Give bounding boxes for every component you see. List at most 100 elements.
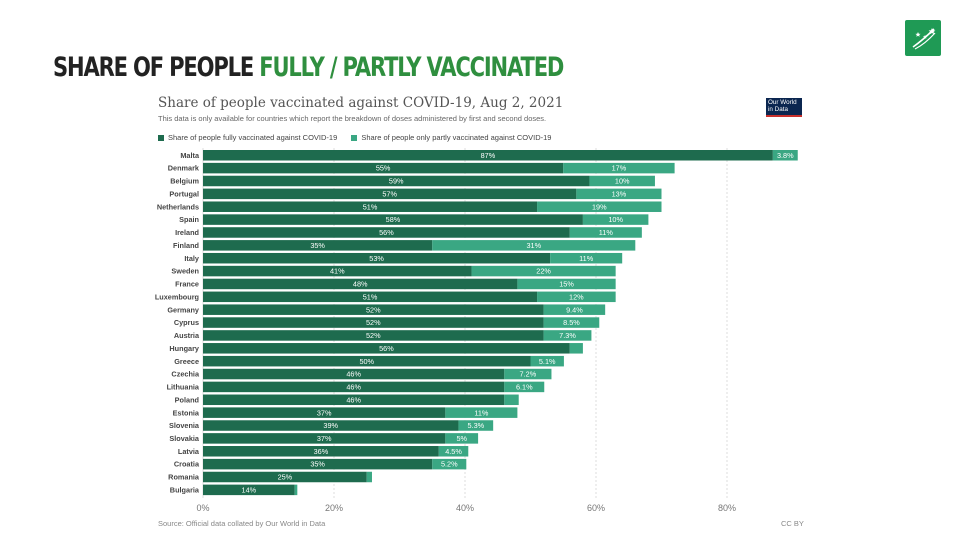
data-label: 5.3% xyxy=(467,421,484,430)
data-label: 25% xyxy=(278,473,293,482)
row-label: Poland xyxy=(175,395,199,404)
row-label: Czechia xyxy=(171,370,200,379)
bar-segment-fully xyxy=(203,446,439,457)
bar-segment-partly xyxy=(504,368,552,380)
legend-item-fully: Share of people fully vaccinated against… xyxy=(158,133,337,142)
bar-segment-partly xyxy=(537,291,616,303)
data-label: 11% xyxy=(474,408,489,417)
data-label: 55% xyxy=(376,164,391,173)
bar-segment-partly xyxy=(772,150,798,161)
row-label: Netherlands xyxy=(157,202,199,211)
row-label: Austria xyxy=(174,331,200,340)
data-label: 51% xyxy=(363,202,378,211)
data-label: 36% xyxy=(314,447,329,456)
data-label: 37% xyxy=(317,408,332,417)
bar-segment-partly xyxy=(294,484,298,496)
data-label: 6.1% xyxy=(516,383,533,392)
row-label: Ireland xyxy=(175,228,199,237)
bnp-paribas-stars-logo-icon xyxy=(912,28,936,50)
bar-segment-partly xyxy=(543,304,606,315)
slide-title: SHARE OF PEOPLE FULLY / PARTLY VACCINATE… xyxy=(53,52,564,83)
data-label: 13% xyxy=(612,189,627,198)
bar-segment-fully xyxy=(203,175,590,187)
data-label: 87% xyxy=(481,151,496,160)
data-label: 19% xyxy=(592,202,607,211)
x-tick-label: 80% xyxy=(718,503,736,513)
x-tick-label: 40% xyxy=(456,503,474,513)
chart-license: CC BY xyxy=(781,519,804,528)
bar-segment-partly xyxy=(458,420,494,431)
bar-segment-partly xyxy=(438,446,469,457)
owid-badge-line1: Our World xyxy=(768,99,797,106)
row-label: Estonia xyxy=(173,408,200,417)
row-label: Luxembourg xyxy=(155,292,199,301)
data-label: 14% xyxy=(242,485,257,494)
bar-segment-fully xyxy=(203,343,570,354)
bar-segment-partly xyxy=(576,188,662,200)
row-label: France xyxy=(175,280,199,289)
slide-title-part1: SHARE OF PEOPLE xyxy=(53,52,254,83)
bar-segment-partly xyxy=(537,201,662,212)
bar-segment-fully xyxy=(203,304,544,315)
bnp-paribas-logo xyxy=(905,20,941,56)
bar-segment-partly xyxy=(569,227,642,238)
data-label: 52% xyxy=(366,318,381,327)
data-label: 48% xyxy=(353,280,368,289)
row-label: Slovakia xyxy=(169,434,200,443)
legend-label-fully: Share of people fully vaccinated against… xyxy=(168,133,338,142)
data-label: 37% xyxy=(317,434,332,443)
data-label: 46% xyxy=(346,383,361,392)
bar-segment-partly xyxy=(517,278,616,290)
data-label: 46% xyxy=(346,395,361,404)
slide-title-part2: FULLY / PARTLY VACCINATED xyxy=(259,52,564,83)
data-label: 11% xyxy=(599,228,614,237)
data-label: 7.3% xyxy=(559,331,576,340)
row-label: Italy xyxy=(184,254,200,263)
bar-segment-fully xyxy=(203,420,459,431)
row-label: Denmark xyxy=(168,164,200,173)
data-label: 4.5% xyxy=(445,447,462,456)
bar-segment-partly xyxy=(589,175,655,187)
legend-item-partly: Share of people only partly vaccinated a… xyxy=(351,133,551,142)
bar-segment-fully xyxy=(203,214,583,225)
x-tick-label: 60% xyxy=(587,503,605,513)
data-label: 3.8% xyxy=(777,151,794,160)
row-label: Sweden xyxy=(171,267,199,276)
bar-segment-partly xyxy=(432,458,467,470)
row-label: Germany xyxy=(167,305,200,314)
row-label: Bulgaria xyxy=(170,485,200,494)
owid-logo-badge: Our World in Data xyxy=(766,98,802,117)
data-label: 5.2% xyxy=(441,460,458,469)
bar-segment-partly xyxy=(504,394,519,406)
data-label: 35% xyxy=(310,241,325,250)
data-label: 51% xyxy=(363,292,378,301)
chart-legend: Share of people fully vaccinated against… xyxy=(158,133,563,142)
data-label: 58% xyxy=(386,215,401,224)
chart-source: Source: Official data collated by Our Wo… xyxy=(158,519,326,528)
data-label: 12% xyxy=(569,292,584,301)
data-label: 8.5% xyxy=(563,318,580,327)
bar-segment-partly xyxy=(543,317,600,328)
legend-swatch-fully xyxy=(158,134,164,141)
bar-segment-fully xyxy=(203,317,544,328)
bar-segment-fully xyxy=(203,265,472,277)
data-label: 31% xyxy=(526,241,541,250)
owid-badge-line2: in Data xyxy=(768,106,788,113)
bar-segment-fully xyxy=(203,291,538,303)
data-label: 39% xyxy=(323,421,338,430)
bar-segment-fully xyxy=(203,278,518,290)
data-label: 10% xyxy=(608,215,623,224)
bar-segment-fully xyxy=(203,368,505,380)
row-label: Latvia xyxy=(178,447,200,456)
row-label: Lithuania xyxy=(167,383,200,392)
chart-subtitle: This data is only available for countrie… xyxy=(158,114,547,123)
bar-segment-fully xyxy=(203,381,505,393)
legend-label-partly: Share of people only partly vaccinated a… xyxy=(361,133,552,142)
x-tick-label: 20% xyxy=(325,503,343,513)
data-label: 56% xyxy=(379,344,394,353)
row-label: Romania xyxy=(168,473,200,482)
row-label: Slovenia xyxy=(169,421,200,430)
bar-segment-fully xyxy=(203,162,564,174)
row-label: Finland xyxy=(173,241,199,250)
bar-segment-partly xyxy=(504,381,545,393)
